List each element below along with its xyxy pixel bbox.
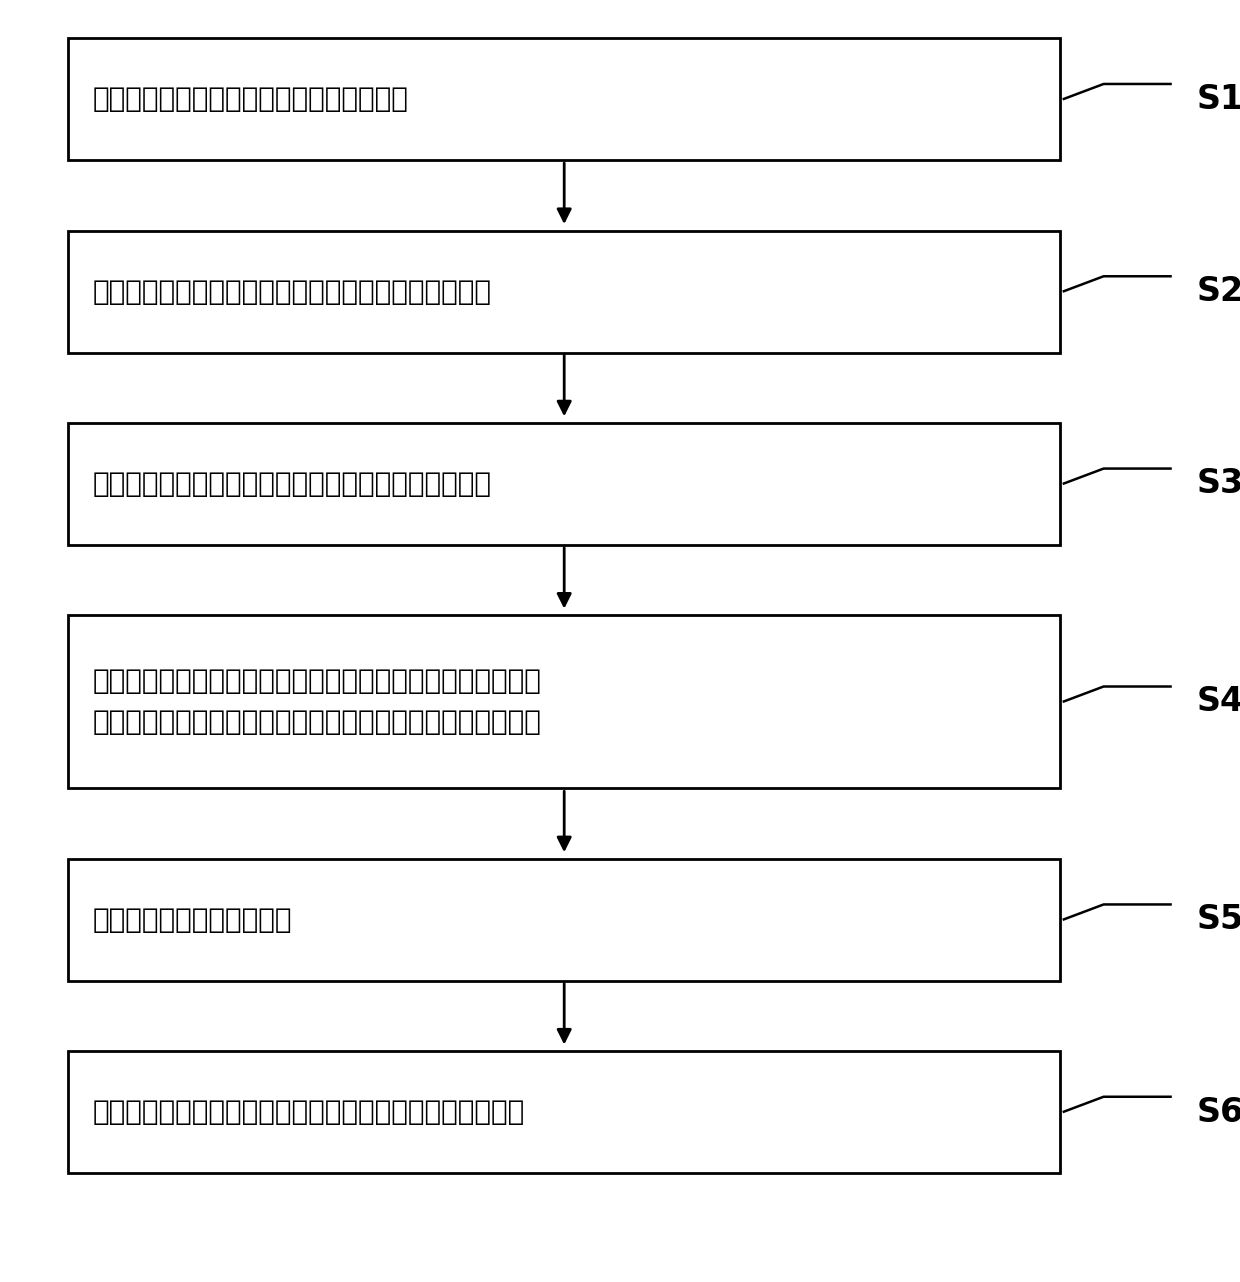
Text: 根据所述电池包的散热状态，对所述低温冷却回路进行控制: 根据所述电池包的散热状态，对所述低温冷却回路进行控制: [93, 1099, 526, 1126]
Text: 识别所述电池包的散热状态: 识别所述电池包的散热状态: [93, 906, 293, 933]
Text: 识别所述动力电池包断电，则控制用于对所述动力电池包进行
冷却的冷却系统的供电状态，以使所述冷却系统处于循环状态: 识别所述动力电池包断电，则控制用于对所述动力电池包进行 冷却的冷却系统的供电状态…: [93, 668, 542, 736]
Text: S5: S5: [1197, 904, 1240, 936]
Bar: [68, 423, 1060, 545]
Text: S6: S6: [1197, 1096, 1240, 1128]
Bar: [68, 859, 1060, 981]
Text: 根据所述运行状态判断是否存在发生热失控的单体电池: 根据所述运行状态判断是否存在发生热失控的单体电池: [93, 278, 492, 305]
Bar: [68, 38, 1060, 160]
Bar: [68, 1051, 1060, 1173]
Text: S2: S2: [1197, 276, 1240, 308]
Bar: [68, 231, 1060, 353]
Bar: [68, 615, 1060, 788]
Text: 获取所述动力电池包的单体电池的运行状态: 获取所述动力电池包的单体电池的运行状态: [93, 86, 409, 113]
Text: S1: S1: [1197, 83, 1240, 115]
Text: 若存在热失控的单体电池，获取所述动力电池包的状态: 若存在热失控的单体电池，获取所述动力电池包的状态: [93, 470, 492, 497]
Text: S4: S4: [1197, 686, 1240, 718]
Text: S3: S3: [1197, 468, 1240, 500]
